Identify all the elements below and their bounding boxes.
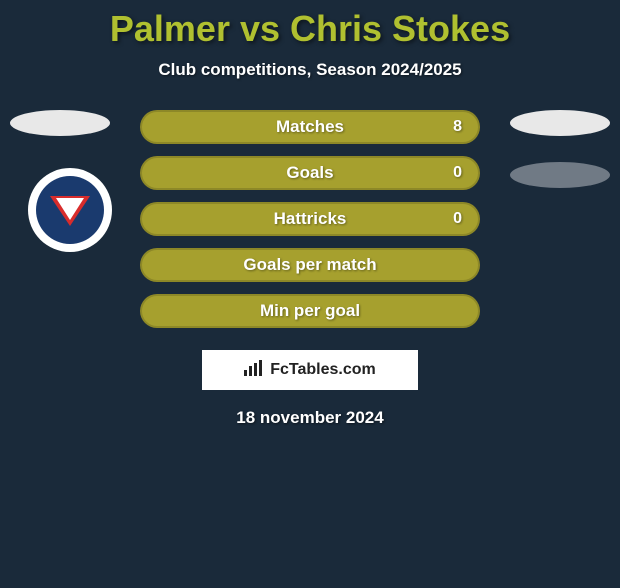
stat-label: Matches [276, 117, 344, 137]
stat-bar-hattricks: Hattricks 0 [140, 202, 480, 236]
player-right-oval-2 [510, 162, 610, 188]
page-title: Palmer vs Chris Stokes [0, 8, 620, 50]
page-subtitle: Club competitions, Season 2024/2025 [0, 60, 620, 80]
player-right-oval [510, 110, 610, 136]
stat-value: 8 [453, 118, 462, 136]
player-left-oval [10, 110, 110, 136]
stat-value: 0 [453, 164, 462, 182]
stat-value: 0 [453, 210, 462, 228]
stat-label: Min per goal [260, 301, 360, 321]
stat-bar-goals-per-match: Goals per match [140, 248, 480, 282]
badge-chevron-inner-icon [56, 198, 84, 220]
club-badge-inner [36, 176, 104, 244]
attribution-text: FcTables.com [270, 361, 376, 379]
bar-chart-icon [244, 360, 264, 381]
stat-label: Goals [286, 163, 333, 183]
date-text: 18 november 2024 [0, 408, 620, 428]
stat-bar-goals: Goals 0 [140, 156, 480, 190]
stat-bar-matches: Matches 8 [140, 110, 480, 144]
stat-bars: Matches 8 Goals 0 Hattricks 0 Goals per … [140, 110, 480, 328]
attribution-box: FcTables.com [202, 350, 418, 390]
stat-label: Goals per match [243, 255, 376, 275]
club-badge [28, 168, 112, 252]
comparison-content: Matches 8 Goals 0 Hattricks 0 Goals per … [0, 110, 620, 428]
stat-label: Hattricks [274, 209, 347, 229]
stat-bar-min-per-goal: Min per goal [140, 294, 480, 328]
